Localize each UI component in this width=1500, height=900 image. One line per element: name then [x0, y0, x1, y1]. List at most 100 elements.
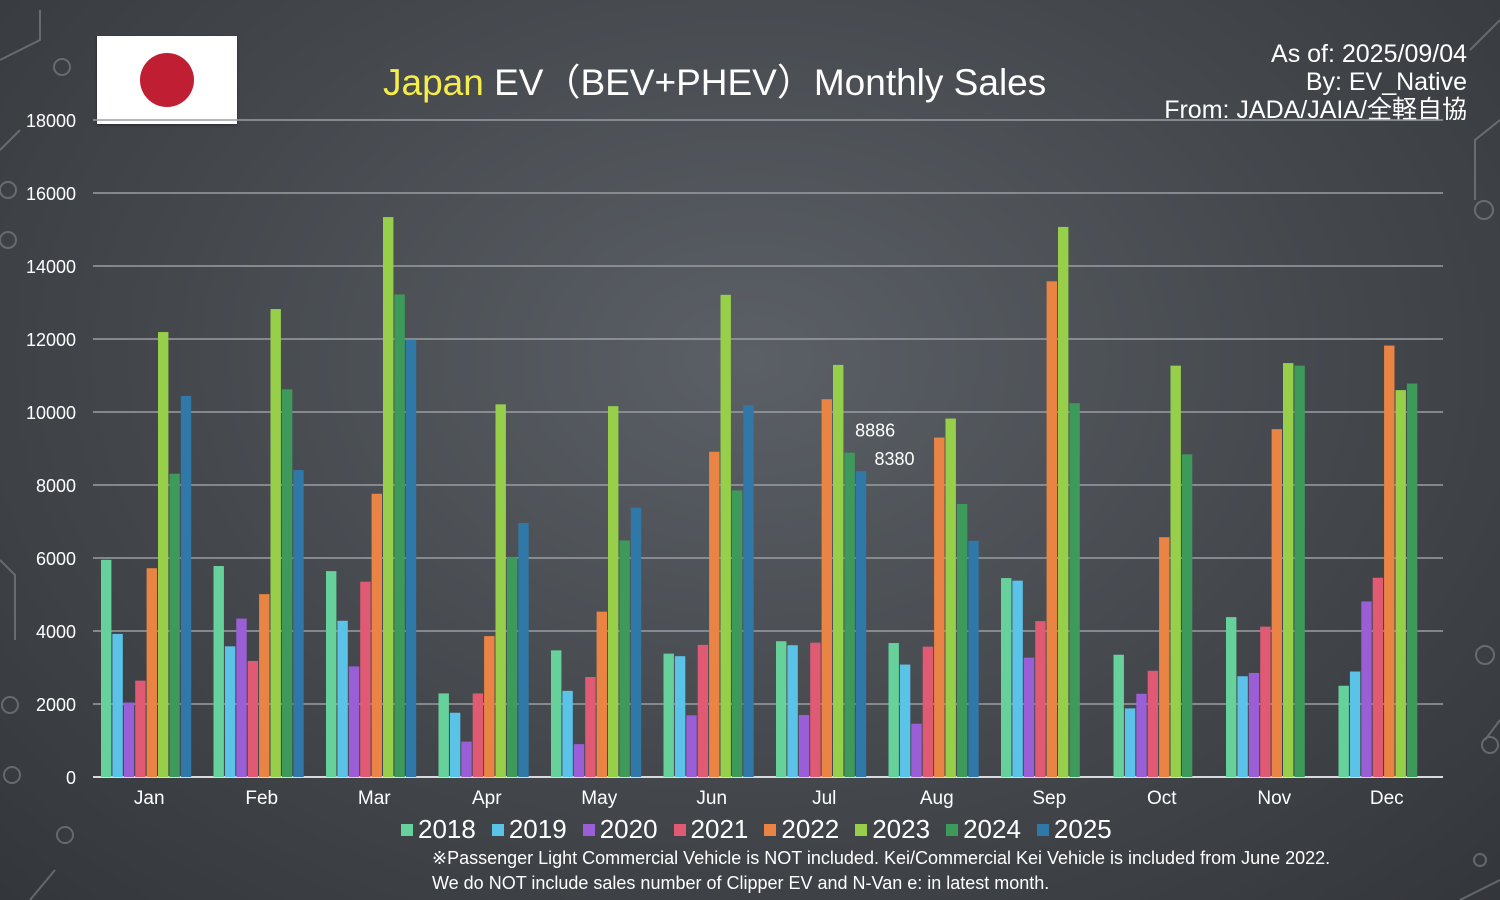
- bar-2020-Jul: [798, 714, 810, 777]
- bar-2023-Feb: [270, 309, 281, 777]
- as-of-date: As of: 2025/09/04: [1271, 40, 1467, 68]
- x-tick-label: Jun: [696, 788, 727, 809]
- bar-2023-Sep: [1058, 226, 1069, 777]
- bar-2021-Dec: [1372, 577, 1384, 777]
- author-credit: By: EV_Native: [1305, 68, 1467, 96]
- bar-2024-Nov: [1294, 365, 1305, 777]
- bar-2022-Jan: [146, 568, 157, 777]
- legend-item-2020: 2020: [582, 814, 658, 845]
- bar-2022-Jul: [821, 399, 832, 777]
- bar-2019-Jul: [787, 645, 798, 777]
- bar-2019-Sep: [1012, 580, 1023, 777]
- legend-label: 2024: [963, 814, 1021, 844]
- bar-2020-Feb: [236, 618, 247, 777]
- x-tick-label: Feb: [245, 788, 278, 809]
- y-tick-label: 18000: [26, 111, 76, 131]
- japan-flag-icon: [97, 36, 237, 124]
- bar-2022-Oct: [1159, 537, 1170, 777]
- legend-item-2023: 2023: [855, 814, 930, 845]
- legend-item-2025: 2025: [1036, 814, 1112, 845]
- bar-2019-Oct: [1124, 708, 1136, 777]
- bar-2025-Apr: [518, 522, 529, 777]
- legend-swatch: [764, 823, 777, 836]
- x-tick-label: Sep: [1032, 788, 1066, 809]
- footnotes: ※Passenger Light Commercial Vehicle is N…: [432, 846, 1330, 896]
- bar-2024-May: [619, 540, 630, 777]
- legend-label: 2020: [599, 814, 658, 844]
- bar-2023-Jan: [158, 332, 169, 777]
- chart-legend: 2018 2019 2020 2021 2022 2023 2024 2025: [401, 814, 1112, 845]
- legend-label: 2022: [781, 814, 840, 844]
- bar-2025-Jun: [743, 405, 754, 777]
- bar-2019-May: [562, 690, 573, 777]
- bar-2021-Feb: [247, 660, 259, 777]
- bar-2021-Mar: [360, 581, 371, 777]
- flag-red-disc: [140, 53, 194, 107]
- bar-2020-Jun: [686, 715, 697, 777]
- bar-2019-Jan: [112, 633, 123, 777]
- x-tick-label: Aug: [920, 788, 954, 809]
- bar-2019-Nov: [1237, 676, 1248, 777]
- bar-2018-Jun: [663, 653, 674, 777]
- bar-2022-Dec: [1384, 345, 1395, 777]
- bar-2021-Jan: [135, 680, 146, 777]
- legend-item-2019: 2019: [491, 814, 567, 845]
- data-label-2025-Jul: 8380: [874, 449, 914, 469]
- legend-label: 2019: [508, 814, 567, 844]
- bar-2022-Nov: [1271, 429, 1282, 777]
- bar-2019-Jun: [674, 656, 686, 777]
- bar-2021-Aug: [922, 646, 934, 777]
- legend-item-2024: 2024: [946, 814, 1021, 845]
- bar-2018-Nov: [1226, 617, 1237, 777]
- legend-swatch: [491, 823, 504, 836]
- x-tick-label: Jan: [134, 788, 165, 809]
- bar-2024-Apr: [506, 556, 518, 777]
- bar-2024-Jul: [844, 452, 855, 777]
- bar-2018-Apr: [438, 693, 449, 777]
- bar-2023-Nov: [1283, 363, 1294, 777]
- bar-2018-Dec: [1338, 685, 1349, 777]
- data-labels: 8886 8380: [855, 421, 914, 469]
- bar-2023-Mar: [383, 217, 394, 778]
- legend-swatch: [855, 823, 868, 836]
- legend-swatch: [673, 823, 686, 836]
- bar-2024-Mar: [394, 294, 405, 777]
- bar-2022-Apr: [484, 636, 495, 777]
- bar-2021-May: [585, 676, 596, 777]
- x-axis-ticks: Jan Feb Mar Apr May Jun Jul Aug Sep Oct Nov Dec: [134, 788, 1404, 809]
- bar-2021-Apr: [472, 693, 484, 777]
- y-tick-label: 0: [66, 768, 76, 788]
- bar-2020-Dec: [1361, 601, 1372, 777]
- bar-2024-Aug: [956, 503, 968, 777]
- title-rest: EV（BEV+PHEV）Monthly Sales: [483, 62, 1047, 103]
- bar-2023-May: [608, 406, 619, 777]
- title-highlight: Japan: [383, 62, 484, 103]
- bar-2025-Feb: [293, 470, 304, 777]
- bar-2023-Apr: [495, 404, 506, 777]
- bar-2023-Jun: [720, 294, 731, 777]
- x-tick-label: Dec: [1370, 788, 1404, 809]
- bar-2025-Jan: [180, 395, 192, 777]
- bar-2020-Apr: [461, 741, 472, 777]
- y-tick-label: 4000: [36, 622, 76, 642]
- legend-swatch: [946, 823, 959, 836]
- legend-swatch: [582, 823, 595, 836]
- bar-2025-May: [630, 507, 642, 777]
- legend-item-2021: 2021: [673, 814, 748, 845]
- bar-2025-Jul: [855, 471, 867, 777]
- y-tick-label: 14000: [26, 257, 76, 277]
- bar-2019-Aug: [899, 664, 911, 777]
- legend-label: 2025: [1053, 814, 1112, 844]
- bar-2018-Jul: [776, 641, 787, 777]
- chart-title: Japan EV（BEV+PHEV）Monthly Sales: [383, 52, 1046, 106]
- bar-2024-Dec: [1406, 383, 1418, 777]
- footnote-1: ※Passenger Light Commercial Vehicle is N…: [432, 848, 1331, 868]
- legend-label: 2023: [872, 814, 931, 844]
- bar-2023-Oct: [1170, 365, 1181, 777]
- y-axis-ticks: 0 2000 4000 6000 8000 10000 12000 14000 16000 180…: [26, 111, 76, 788]
- bar-2018-Feb: [213, 566, 224, 777]
- bar-2022-Jun: [709, 451, 720, 777]
- bar-2020-Mar: [348, 666, 360, 777]
- x-tick-label: May: [581, 788, 617, 809]
